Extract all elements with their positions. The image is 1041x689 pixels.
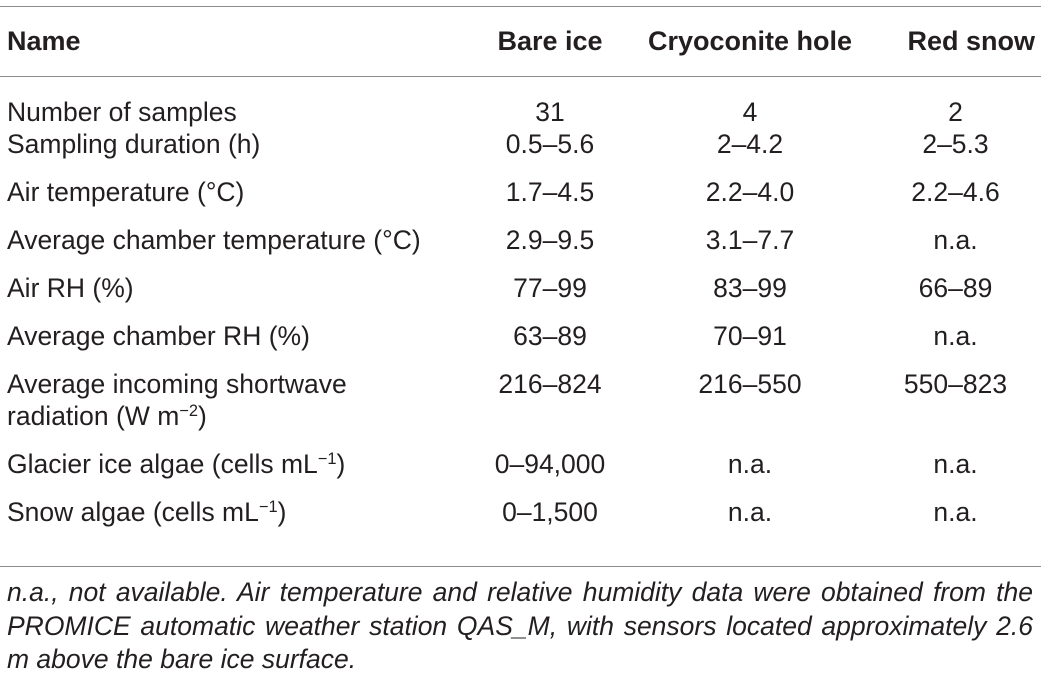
- cell-bare-ice: 63–89: [513, 321, 587, 351]
- cell-cryoconite-hole: 3.1–7.7: [705, 225, 795, 255]
- header-row: Name Bare ice Cryoconite hole Red snow: [0, 7, 1041, 76]
- table-row: Air temperature (°C) 1.7–4.5 2.2–4.0 2.2…: [0, 176, 1041, 224]
- cell-cryoconite-hole: 2–4.2: [716, 129, 784, 159]
- cell-bare-ice: 31: [535, 97, 565, 127]
- row-label: Air temperature (°C): [7, 177, 245, 207]
- cell-bare-ice: 0.5–5.6: [505, 129, 595, 159]
- table-row: Snow algae (cells mL−1) 0–1,500 n.a. n.a…: [0, 496, 1041, 544]
- top-rule: [0, 6, 1041, 7]
- data-table: Name Bare ice Cryoconite hole Red snow N…: [0, 7, 1041, 544]
- row-label: Average incoming shortwave radiation (W m…: [0, 368, 470, 448]
- cell-red-snow: n.a.: [933, 321, 978, 351]
- row-label-superscript: −2: [179, 401, 199, 420]
- row-label-superscript: −1: [258, 497, 278, 516]
- row-label: Snow algae (cells mL−1): [0, 496, 470, 544]
- cell-bare-ice: 1.7–4.5: [505, 177, 595, 207]
- header-bare-ice: Bare ice: [497, 26, 603, 56]
- row-label: Sampling duration (h): [7, 129, 261, 159]
- cell-red-snow: 550–823: [903, 369, 1008, 399]
- table-footnote: n.a., not available. Air temperature and…: [7, 577, 1033, 674]
- cell-cryoconite-hole: n.a.: [727, 497, 773, 527]
- row-label-line2: radiation (W m: [7, 401, 180, 431]
- cell-cryoconite-hole: n.a.: [727, 449, 773, 479]
- cell-bare-ice: 77–99: [513, 273, 587, 303]
- cell-cryoconite-hole: 83–99: [713, 273, 787, 303]
- cell-red-snow: 2.2–4.6: [911, 177, 1000, 207]
- row-label-line1: Average incoming shortwave: [7, 369, 347, 399]
- row-label: Average chamber temperature (°C): [7, 225, 421, 255]
- cell-bare-ice: 0–94,000: [494, 449, 606, 479]
- cell-bare-ice: 2.9–9.5: [505, 225, 595, 255]
- cell-cryoconite-hole: 216–550: [698, 369, 802, 399]
- cell-red-snow: n.a.: [933, 449, 978, 479]
- table-row: Average incoming shortwave radiation (W m…: [0, 368, 1041, 448]
- cell-red-snow: 2: [948, 97, 963, 127]
- row-label-end: ): [277, 497, 287, 527]
- cell-bare-ice: 0–1,500: [502, 497, 598, 527]
- header-cryoconite-hole: Cryoconite hole: [647, 26, 853, 56]
- row-label: Number of samples: [7, 97, 237, 127]
- row-label-text: Snow algae (cells mL: [7, 497, 259, 527]
- cell-red-snow: n.a.: [933, 497, 978, 527]
- cell-red-snow: 2–5.3: [922, 129, 989, 159]
- row-label-end: ): [336, 449, 346, 479]
- cell-cryoconite-hole: 4: [742, 97, 758, 127]
- row-label-superscript: −1: [317, 449, 337, 468]
- table-row: Number of samples 31 4 2: [0, 76, 1041, 128]
- cell-bare-ice: 216–824: [498, 369, 602, 399]
- row-label: Air RH (%): [7, 273, 134, 303]
- table-row: Sampling duration (h) 0.5–5.6 2–4.2 2–5.…: [0, 128, 1041, 176]
- row-label: Glacier ice algae (cells mL−1): [0, 448, 470, 496]
- table-row: Average chamber RH (%) 63–89 70–91 n.a.: [0, 320, 1041, 368]
- cell-red-snow: n.a.: [933, 225, 978, 255]
- table-row: Air RH (%) 77–99 83–99 66–89: [0, 272, 1041, 320]
- header-rule: [0, 76, 1041, 77]
- footer-rule: [0, 566, 1041, 567]
- table-row: Glacier ice algae (cells mL−1) 0–94,000 …: [0, 448, 1041, 496]
- table-row: Average chamber temperature (°C) 2.9–9.5…: [0, 224, 1041, 272]
- cell-cryoconite-hole: 70–91: [713, 321, 787, 351]
- cell-red-snow: 66–89: [918, 273, 993, 303]
- header-name: Name: [7, 26, 81, 56]
- header-red-snow: Red snow: [907, 26, 1035, 56]
- row-label-text: Glacier ice algae (cells mL: [7, 449, 318, 479]
- cell-cryoconite-hole: 2.2–4.0: [705, 177, 795, 207]
- row-label-end: ): [198, 401, 207, 431]
- row-label: Average chamber RH (%): [7, 321, 310, 351]
